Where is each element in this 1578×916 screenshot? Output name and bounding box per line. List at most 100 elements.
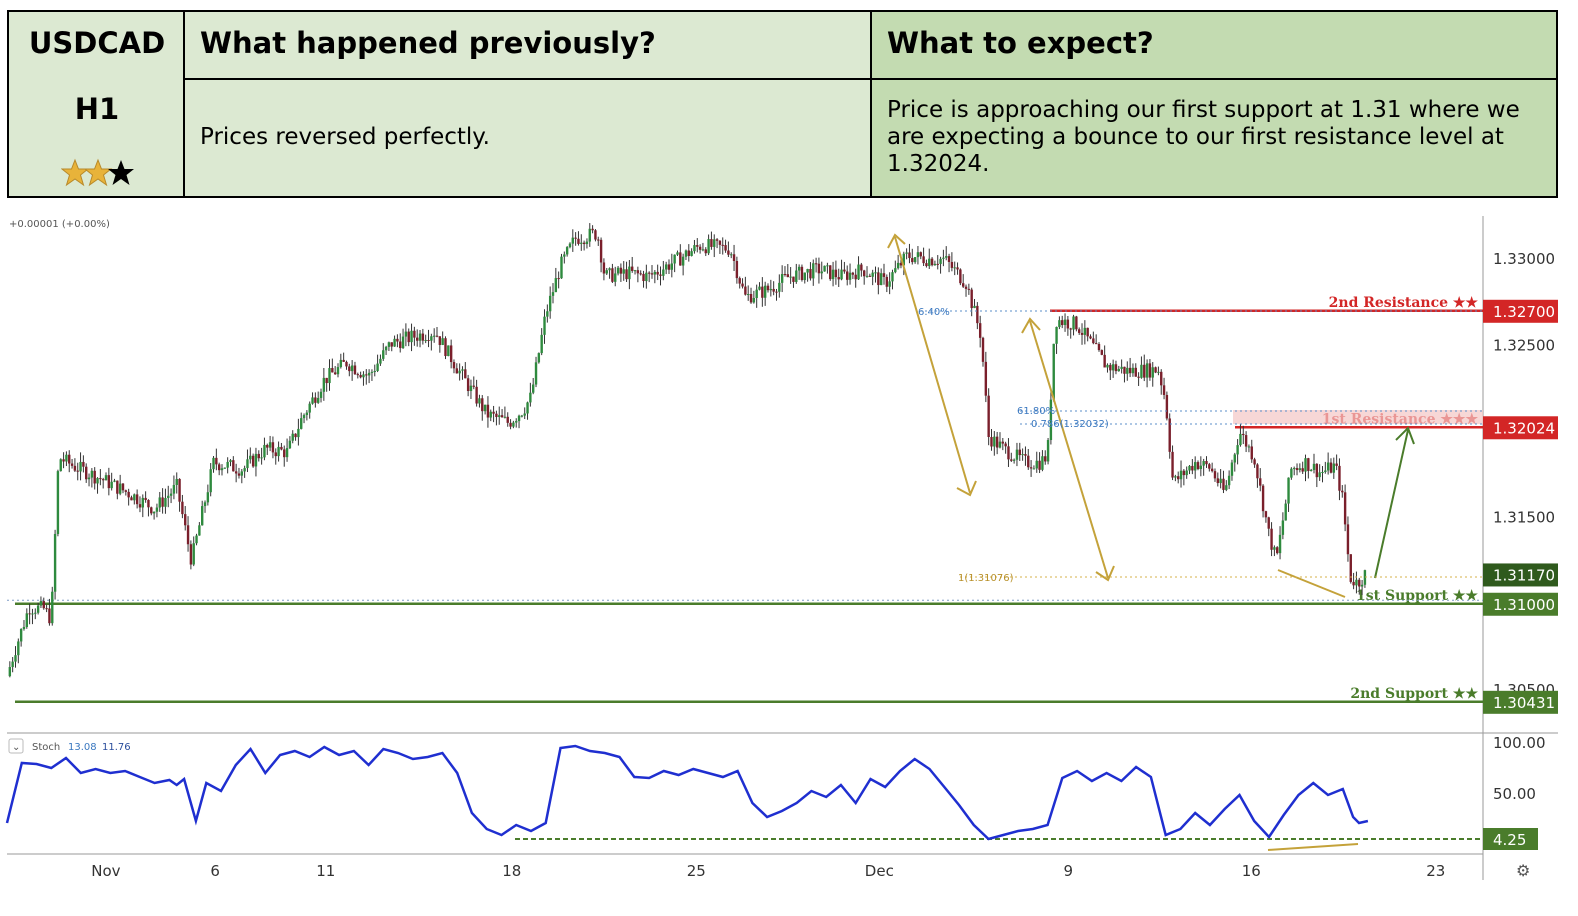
candle-body	[826, 265, 829, 267]
candle-body	[489, 411, 492, 418]
candle-body	[806, 268, 809, 273]
candle-body	[353, 365, 357, 375]
stoch-line	[5, 744, 1369, 841]
candle-body	[591, 228, 594, 231]
candle-body	[1066, 319, 1070, 329]
candle-body	[766, 285, 770, 291]
candle-body	[928, 258, 931, 267]
candle-body	[339, 359, 343, 368]
candle-body	[1072, 316, 1075, 330]
candle-body	[1058, 320, 1061, 327]
candle-body	[565, 247, 569, 255]
candle-body	[973, 305, 976, 309]
candle-body	[744, 286, 747, 295]
candle-body	[749, 294, 753, 303]
candle-body	[772, 288, 775, 292]
fib-annotations	[887, 233, 1346, 598]
candle-body	[444, 338, 447, 357]
candle-body	[152, 511, 156, 514]
candle-body	[1080, 332, 1084, 335]
candle-body	[1312, 463, 1316, 470]
candle-body	[237, 473, 241, 476]
gear-icon[interactable]: ⚙	[1516, 861, 1530, 880]
candle-body	[1301, 468, 1304, 472]
candle-body	[438, 336, 442, 345]
candle-body	[1140, 364, 1143, 378]
candle-body	[715, 239, 719, 241]
candle-body	[466, 378, 470, 392]
candle-body	[526, 402, 529, 414]
candle-body	[172, 484, 176, 494]
last-price-tag	[1483, 563, 1558, 587]
candle-body	[551, 292, 555, 296]
candle-body	[85, 466, 88, 480]
candle-body	[48, 608, 51, 624]
candle-body	[469, 385, 473, 392]
time-tick-label: 11	[316, 862, 335, 880]
candle-body	[597, 239, 600, 241]
time-tick-label: 25	[687, 862, 706, 880]
candle-body	[520, 415, 524, 417]
candle-body	[976, 305, 979, 324]
candle-body	[517, 415, 521, 422]
candle-body	[1103, 354, 1106, 368]
candle-body	[1332, 463, 1336, 473]
candle-body	[557, 278, 560, 280]
candle-body	[1264, 511, 1268, 518]
candle-body	[492, 411, 495, 414]
candle-body	[110, 481, 113, 489]
candle-body	[274, 452, 277, 457]
candle-body	[410, 330, 413, 343]
candle-body	[560, 256, 563, 279]
candle-body	[693, 245, 696, 252]
candle-body	[834, 269, 838, 278]
candle-body	[158, 497, 161, 508]
candle-body	[277, 446, 280, 457]
candle-body	[721, 244, 724, 246]
candle-body	[1216, 478, 1220, 484]
candle-body	[181, 501, 184, 515]
candle-body	[857, 264, 860, 280]
candle-body	[755, 289, 758, 298]
candle-body	[1309, 469, 1313, 471]
candle-body	[656, 271, 659, 275]
candle-body	[633, 270, 637, 272]
candle-body	[186, 525, 190, 545]
candle-body	[670, 263, 674, 270]
candle-body	[939, 258, 942, 264]
level-price-value: 1.32024	[1493, 419, 1555, 437]
candle-body	[1010, 459, 1013, 461]
candle-body	[1106, 364, 1109, 368]
fib-label-lower: 1(1.31076)	[958, 573, 1014, 584]
candle-body	[1270, 528, 1273, 550]
collapse-button[interactable]	[8, 738, 24, 754]
candle-body	[39, 601, 43, 606]
stoch-label: Stoch	[32, 742, 60, 753]
candle-body	[53, 533, 57, 592]
candle-body	[1148, 363, 1152, 378]
candle-body	[978, 323, 982, 338]
candle-body	[1063, 319, 1067, 326]
candle-body	[1324, 470, 1327, 472]
candle-body	[574, 237, 577, 239]
candle-body	[65, 454, 68, 462]
candle-body	[611, 268, 614, 282]
candle-body	[746, 294, 750, 296]
candle-body	[175, 478, 178, 485]
candle-body	[1338, 465, 1341, 491]
candle-body	[169, 493, 173, 496]
candle-body	[563, 254, 566, 257]
candle-body	[495, 413, 498, 418]
candle-body	[319, 391, 323, 398]
candle-body	[116, 480, 119, 494]
candle-body	[1086, 327, 1089, 337]
fib-label-upper: 6.40%	[918, 307, 950, 318]
candle-body	[427, 339, 430, 341]
candle-body	[1343, 492, 1347, 525]
candle-body	[249, 455, 252, 460]
candle-body	[472, 385, 475, 387]
candle-body	[1061, 320, 1064, 326]
candle-body	[919, 252, 922, 257]
candle-body	[789, 276, 792, 278]
candle-body	[390, 342, 393, 347]
